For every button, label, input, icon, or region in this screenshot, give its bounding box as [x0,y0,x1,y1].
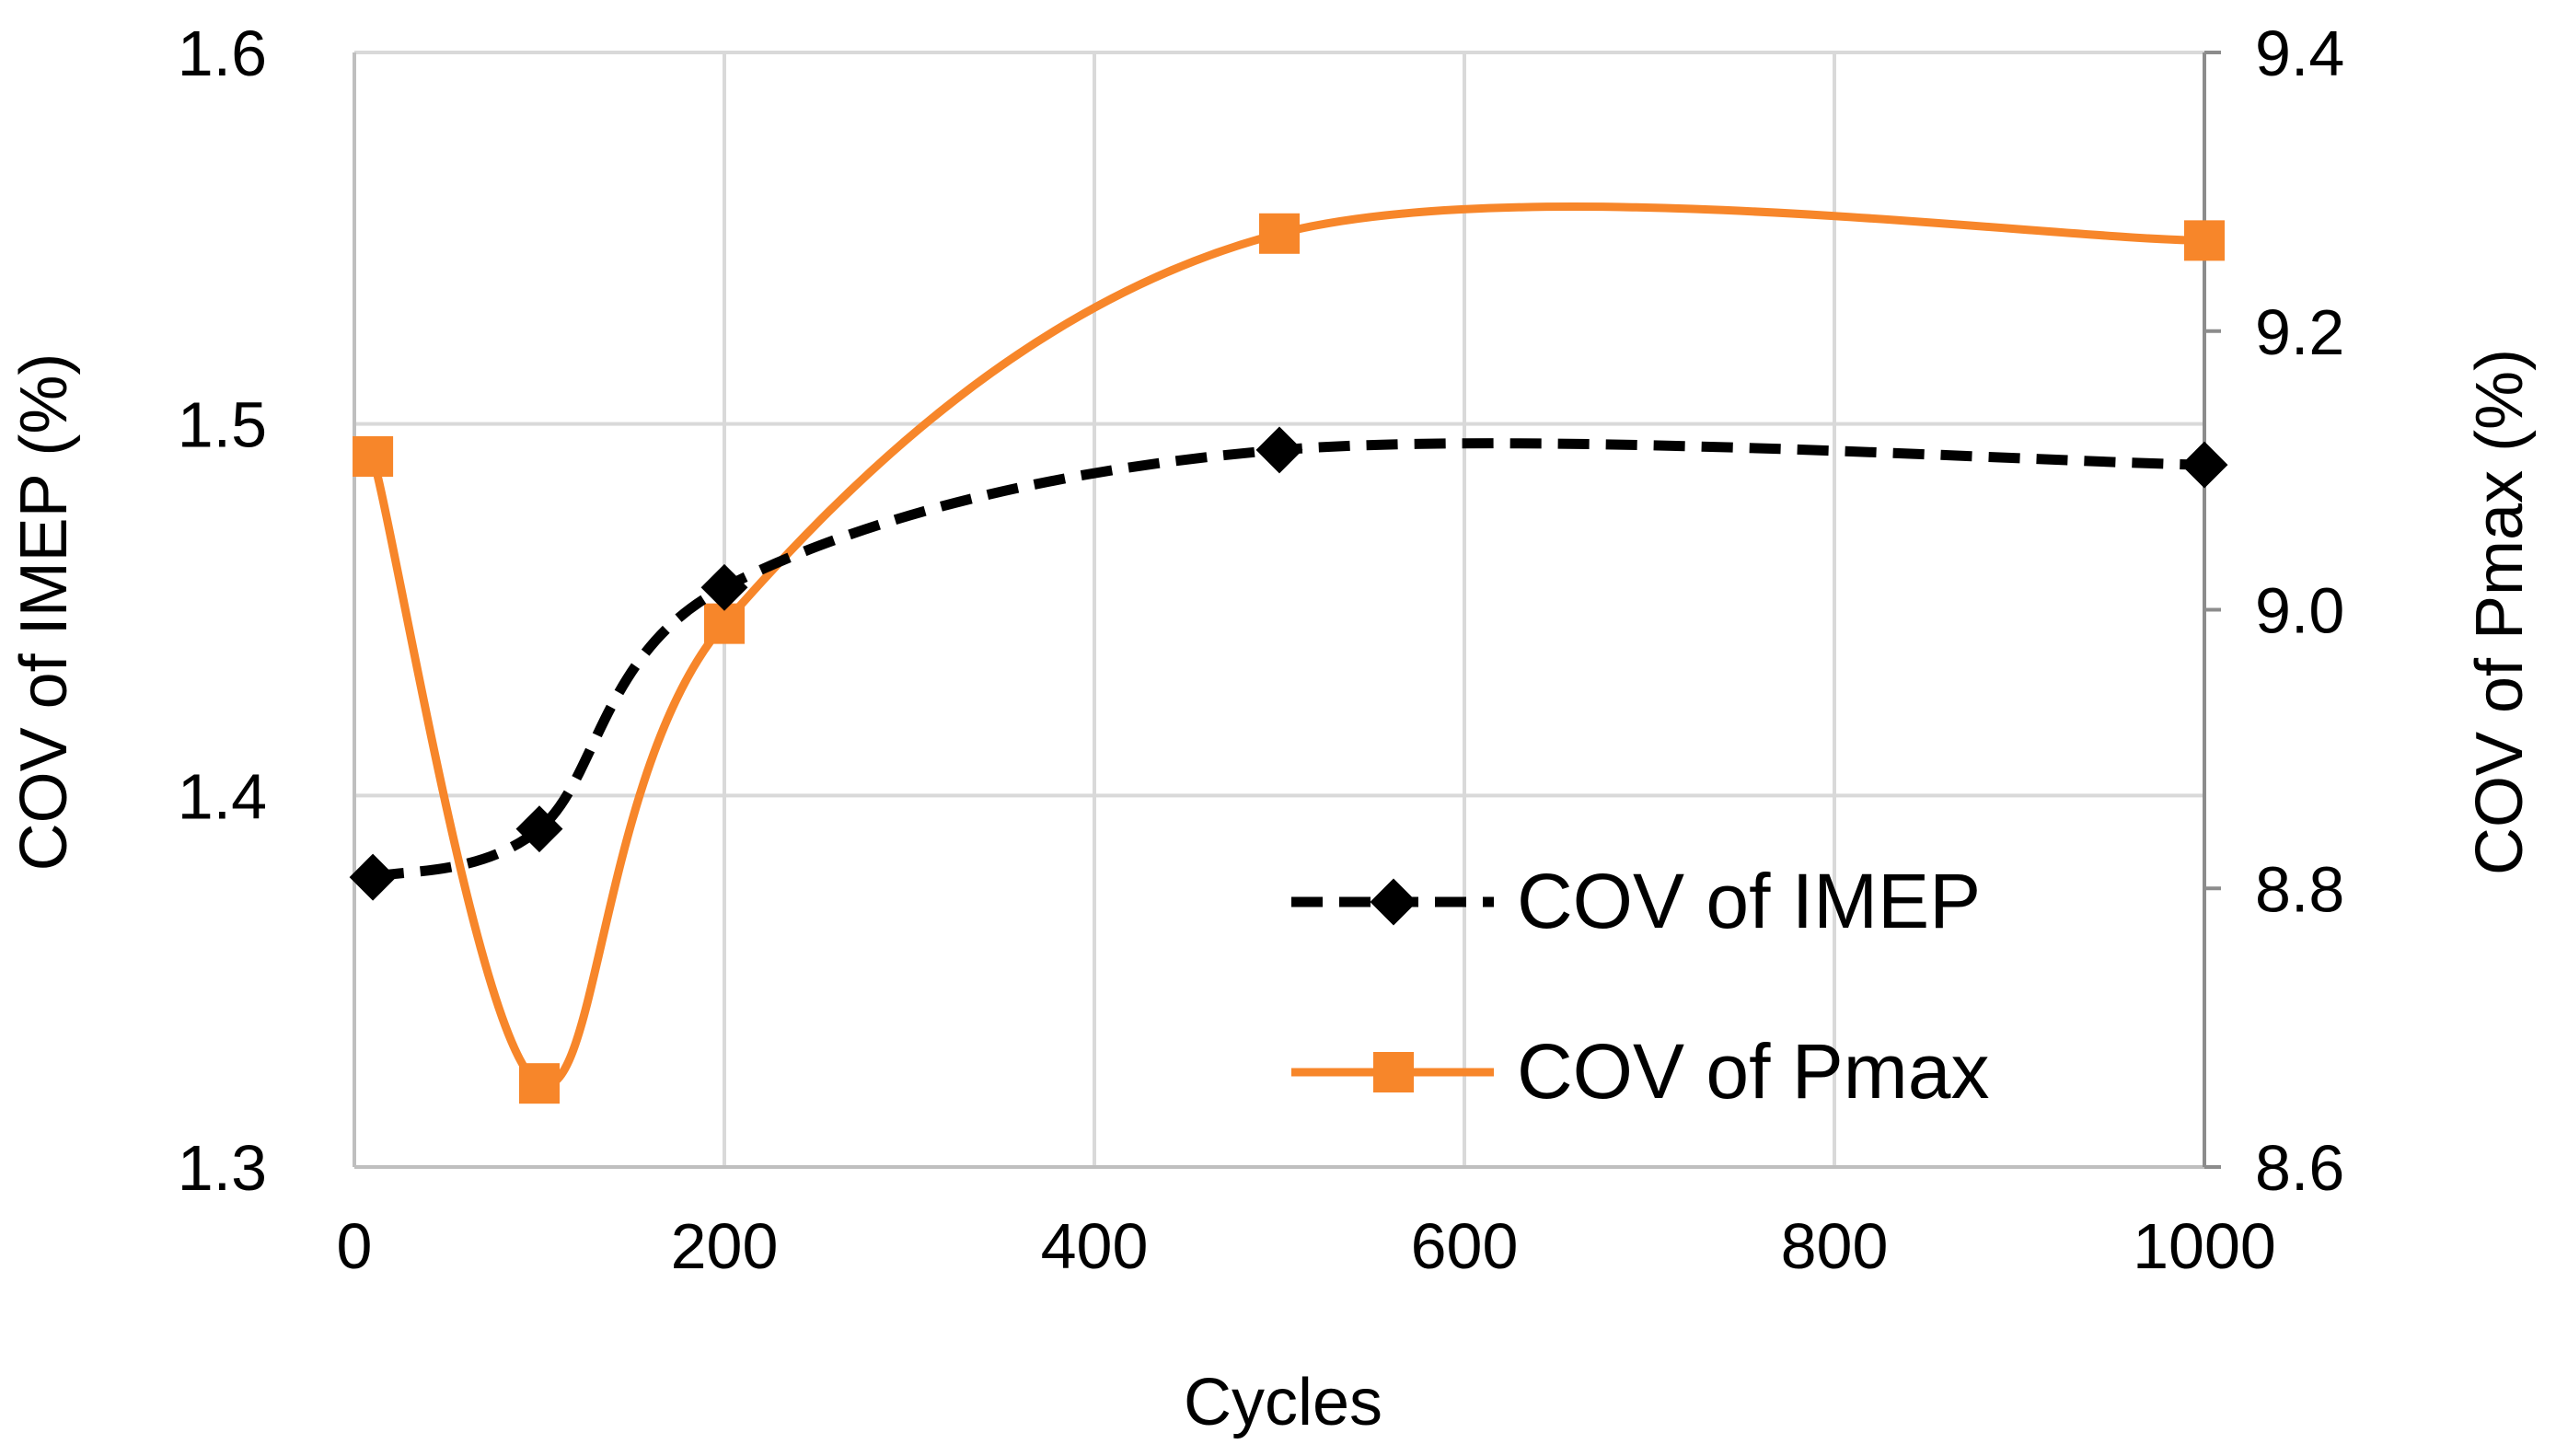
legend-imep-label: COV of IMEP [1517,858,1981,944]
legend: COV of IMEP COV of Pmax [1291,858,1989,1115]
x-tick-label: 800 [1781,1210,1889,1282]
x-tick-label: 600 [1411,1210,1519,1282]
left-y-axis-title: COV of IMEP (%) [7,353,81,872]
x-tick-label: 200 [671,1210,779,1282]
axes [353,51,2221,1169]
left-y-tick-label: 1.6 [178,17,267,89]
left-y-tick-label: 1.3 [178,1132,267,1204]
x-tick-label: 400 [1041,1210,1149,1282]
data-point-square [353,435,394,477]
x-axis-title: Cycles [1184,1366,1382,1439]
right-y-axis-title: COV of Pmax (%) [2463,349,2537,875]
right-y-tick-label: 9.4 [2255,17,2344,89]
right-y-tick-label: 8.6 [2255,1132,2344,1204]
data-point-diamond [349,853,397,901]
legend-entry-imep: COV of IMEP [1291,858,1981,944]
legend-pmax-label: COV of Pmax [1517,1028,1989,1115]
left-y-tick-label: 1.5 [178,389,267,461]
series-line [371,438,2205,883]
tick-labels: 0 200 400 600 800 1000 1.3 1.4 1.5 1.6 8.6 8.8 9.0 9.… [178,17,2345,1282]
data-point-square [1259,213,1300,254]
legend-pmax-marker [1373,1052,1414,1092]
data-point-diamond [1255,426,1303,474]
data-point-square [2184,220,2225,261]
right-y-tick-label: 9.2 [2255,296,2344,368]
data-point-diamond [515,805,563,853]
legend-entry-pmax: COV of Pmax [1291,1028,1989,1115]
series-cov-of-imep [349,426,2228,901]
legend-imep-marker [1370,878,1417,926]
series-cov-of-pmax [353,202,2225,1104]
right-y-tick-label: 8.8 [2255,853,2344,925]
series-layer [349,202,2228,1104]
data-point-diamond [700,563,748,611]
x-tick-label: 1000 [2133,1210,2276,1282]
data-point-square [519,1063,560,1104]
left-y-tick-label: 1.4 [178,760,267,832]
series-line [368,202,2205,1090]
right-y-tick-label: 9.0 [2255,575,2344,647]
data-point-diamond [2180,441,2228,489]
x-tick-label: 0 [337,1210,373,1282]
